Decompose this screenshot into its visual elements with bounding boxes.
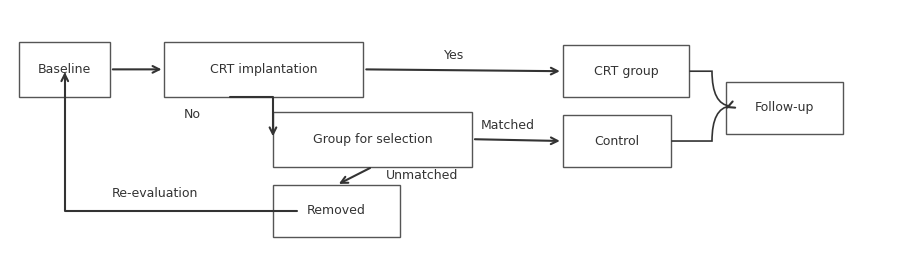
FancyBboxPatch shape bbox=[563, 115, 671, 167]
Text: Group for selection: Group for selection bbox=[312, 133, 432, 146]
Text: Re-evaluation: Re-evaluation bbox=[112, 187, 199, 200]
Text: Unmatched: Unmatched bbox=[386, 170, 459, 183]
FancyBboxPatch shape bbox=[273, 112, 472, 167]
Text: Matched: Matched bbox=[481, 119, 535, 132]
Text: Control: Control bbox=[595, 134, 639, 147]
FancyBboxPatch shape bbox=[273, 185, 400, 237]
Text: No: No bbox=[183, 108, 201, 121]
Text: Yes: Yes bbox=[444, 49, 464, 62]
FancyBboxPatch shape bbox=[164, 42, 363, 97]
FancyBboxPatch shape bbox=[19, 42, 110, 97]
Text: Removed: Removed bbox=[307, 204, 366, 217]
Text: CRT group: CRT group bbox=[594, 65, 658, 78]
Text: Baseline: Baseline bbox=[38, 63, 92, 76]
FancyBboxPatch shape bbox=[725, 82, 844, 134]
Text: Follow-up: Follow-up bbox=[755, 101, 814, 114]
Text: CRT implantation: CRT implantation bbox=[210, 63, 318, 76]
FancyBboxPatch shape bbox=[563, 46, 689, 97]
